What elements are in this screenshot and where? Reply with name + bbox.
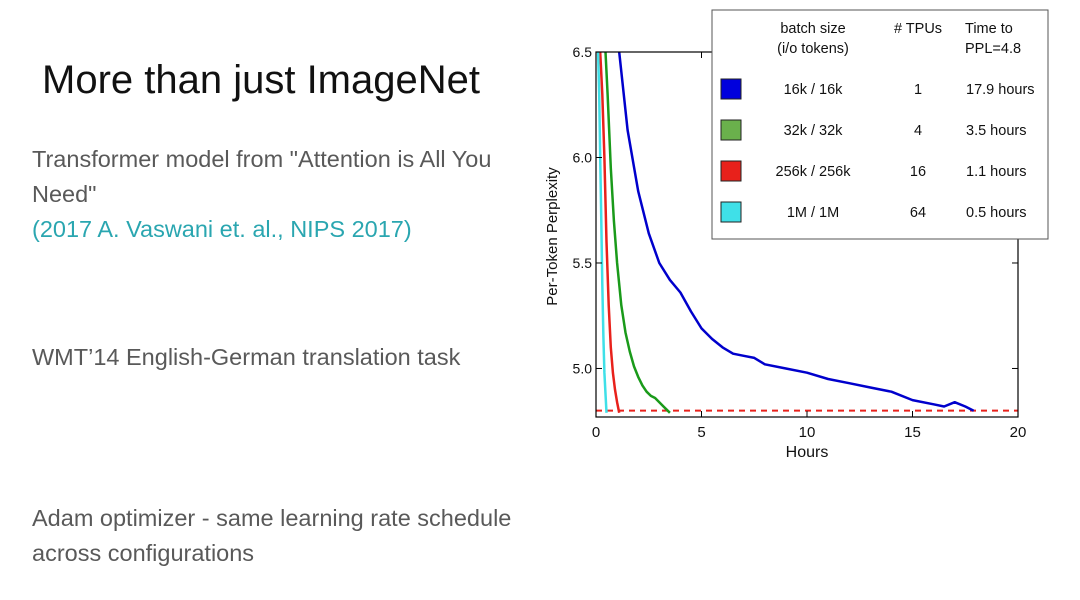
x-tick-label: 20 [1010,424,1027,441]
legend-table: batch size (i/o tokens) # TPUs Time to PPL=4… [711,9,1049,240]
x-tick-label: 0 [592,424,600,441]
x-tick-label: 10 [799,424,816,441]
y-axis-label: Per-Token Perplexity [544,167,561,306]
legend-swatch [720,201,742,223]
bullet-text: Adam optimizer - same learning rate sche… [32,505,512,566]
legend-time: 3.5 hours [966,123,1026,139]
plot-area [596,52,1018,414]
y-tick-label: 5.0 [573,360,593,376]
citation-text: (2017 A. Vaswani et. al., NIPS 2017) [32,216,412,242]
series-line-3 [596,52,608,413]
legend-header: (i/o tokens) [777,41,849,57]
slide-title: More than just ImageNet [42,58,480,102]
legend-tpus: 16 [910,164,926,180]
series-line-1 [604,52,671,414]
legend-batch-size: 16k / 16k [784,82,844,98]
legend-tpus: 4 [914,123,922,139]
legend-batch-size: 32k / 32k [784,123,844,139]
legend-batch-size: 256k / 256k [776,164,852,180]
y-tick-label: 6.5 [573,44,593,60]
x-tick-label: 5 [697,424,705,441]
legend-header: batch size [780,21,845,37]
bullet-text: Transformer model from "Attention is All… [32,146,492,207]
legend-header: # TPUs [894,21,942,37]
legend-batch-size: 1M / 1M [787,205,839,221]
x-axis-label: Hours [786,444,829,461]
legend-header: Time to [965,21,1013,37]
bullet-text: WMT’14 English-German translation task [32,344,461,370]
bullet-wmt-task: WMT’14 English-German translation task [32,340,512,375]
x-tick-label: 15 [904,424,921,441]
y-tick-label: 6.0 [573,149,593,165]
bullet-adam-optimizer: Adam optimizer - same learning rate sche… [32,501,532,571]
legend-tpus: 64 [910,205,926,221]
legend-time: 1.1 hours [966,164,1026,180]
legend-swatch [720,160,742,182]
legend-header: PPL=4.8 [965,41,1021,57]
series-line-2 [598,52,621,414]
y-tick-label: 5.5 [573,255,593,271]
legend-box [711,9,1049,240]
legend-swatch [720,119,742,141]
bullet-transformer-model: Transformer model from "Attention is All… [32,142,532,247]
legend-time: 0.5 hours [966,205,1026,221]
legend-time: 17.9 hours [966,82,1035,98]
legend-tpus: 1 [914,82,922,98]
legend-swatch [720,78,742,100]
series-line-0 [617,52,975,412]
